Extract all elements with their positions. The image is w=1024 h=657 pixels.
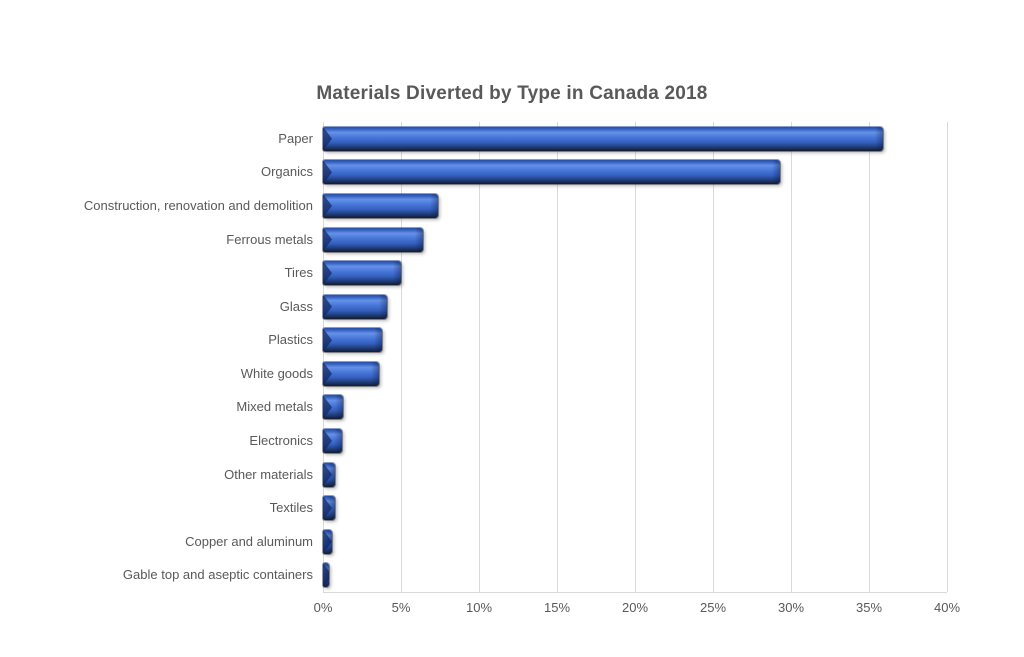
category-label: Ferrous metals bbox=[226, 231, 313, 247]
gridline bbox=[557, 122, 558, 592]
x-tick-label: 30% bbox=[777, 600, 805, 615]
category-axis: Paper Organics Construction, renovation an… bbox=[0, 122, 313, 592]
bar-glass bbox=[323, 294, 387, 319]
gridline bbox=[869, 122, 870, 592]
category-label: Tires bbox=[284, 265, 313, 281]
x-tick-label: 0% bbox=[313, 600, 333, 615]
bar-textiles bbox=[323, 496, 336, 521]
gridline bbox=[713, 122, 714, 592]
category-label: Gable top and aseptic containers bbox=[122, 567, 313, 583]
x-tick-label: 5% bbox=[391, 600, 411, 615]
category-label: Organics bbox=[260, 164, 313, 180]
category-label: Glass bbox=[279, 298, 313, 314]
bar-construction-renovation-and-demolition bbox=[323, 193, 439, 218]
gridline bbox=[947, 122, 948, 592]
bar-electronics bbox=[323, 428, 342, 453]
category-label: Textiles bbox=[269, 500, 313, 516]
x-tick-label: 20% bbox=[621, 600, 649, 615]
bar-tires bbox=[323, 261, 401, 286]
gridline bbox=[401, 122, 402, 592]
category-label: Paper bbox=[278, 130, 313, 146]
bar-copper-and-aluminum bbox=[323, 529, 333, 554]
x-tick-label: 25% bbox=[699, 600, 727, 615]
bar-mixed-metals bbox=[323, 395, 344, 420]
bar-gable-top-and-aseptic-containers bbox=[323, 563, 330, 588]
x-tick-label: 40% bbox=[933, 600, 961, 615]
x-tick-label: 35% bbox=[855, 600, 883, 615]
category-label: Mixed metals bbox=[236, 399, 313, 415]
category-label: Other materials bbox=[224, 466, 313, 482]
x-axis-line bbox=[323, 592, 947, 593]
chart-title: Materials Diverted by Type in Canada 201… bbox=[316, 83, 708, 104]
category-label: Plastics bbox=[268, 332, 313, 348]
bar-ferrous-metals bbox=[323, 227, 423, 252]
x-tick-label: 15% bbox=[543, 600, 571, 615]
plot-area bbox=[323, 122, 948, 593]
x-tick-label: 10% bbox=[465, 600, 493, 615]
bar-paper bbox=[323, 126, 884, 151]
bar-plastics bbox=[323, 328, 383, 353]
gridline bbox=[479, 122, 480, 592]
bar-organics bbox=[323, 160, 781, 185]
category-label: Construction, renovation and demolition bbox=[83, 197, 313, 213]
gridline bbox=[635, 122, 636, 592]
x-axis-ticks: 0% 5% 10% 15% 20% 25% 30% 35% 40% bbox=[314, 597, 960, 617]
category-label: Electronics bbox=[249, 432, 313, 448]
category-label: White goods bbox=[240, 365, 313, 381]
gridline bbox=[791, 122, 792, 592]
bar-other-materials bbox=[323, 462, 336, 487]
gridline bbox=[323, 122, 324, 592]
category-label: Copper and aluminum bbox=[185, 533, 313, 549]
bar-white-goods bbox=[323, 361, 380, 386]
